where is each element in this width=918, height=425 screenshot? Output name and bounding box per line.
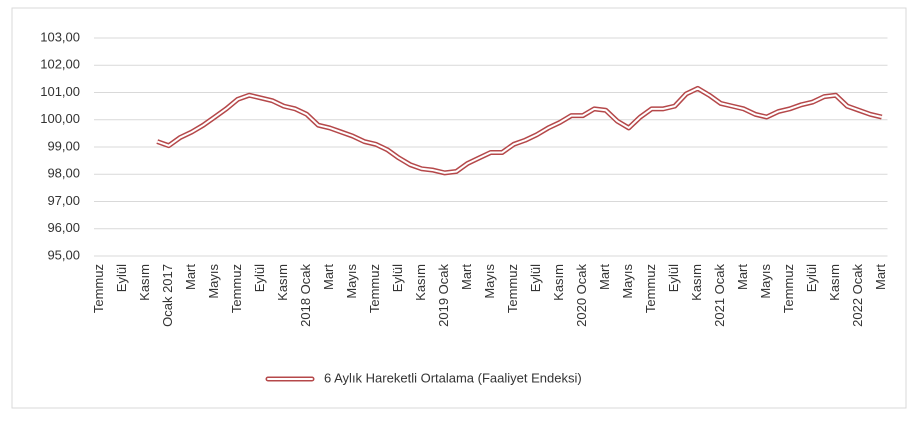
y-tick-label: 97,00 (47, 193, 80, 208)
x-tick-label: Temmuz (91, 264, 106, 313)
x-tick-label: Temmuz (781, 264, 796, 313)
x-tick-label: Mayıs (344, 264, 359, 299)
x-tick-label: Kasım (137, 264, 152, 301)
x-tick-label: 2020 Ocak (574, 264, 589, 327)
x-tick-label: Mayıs (206, 264, 221, 299)
y-tick-label: 99,00 (47, 138, 80, 153)
y-tick-label: 102,00 (40, 57, 80, 72)
x-tick-label: Eylül (252, 264, 267, 292)
y-tick-label: 100,00 (40, 111, 80, 126)
x-tick-label: Eylül (390, 264, 405, 292)
x-tick-label: Temmuz (643, 264, 658, 313)
x-tick-label: 2022 Ocak (850, 264, 865, 327)
line-series-core (156, 87, 882, 174)
x-tick-label: Kasım (689, 264, 704, 301)
x-tick-label: Mart (459, 264, 474, 290)
legend-label: 6 Aylık Hareketli Ortalama (Faaliyet End… (324, 370, 582, 385)
x-tick-label: Kasım (275, 264, 290, 301)
y-tick-label: 95,00 (47, 247, 80, 262)
x-tick-label: Kasım (413, 264, 428, 301)
x-tick-label: Ocak 2017 (160, 264, 175, 327)
y-tick-label: 96,00 (47, 220, 80, 235)
x-tick-label: Mayıs (758, 264, 773, 299)
x-tick-label: Mart (183, 264, 198, 290)
x-tick-label: Temmuz (229, 264, 244, 313)
y-tick-label: 103,00 (40, 29, 80, 44)
x-tick-label: Mart (873, 264, 888, 290)
x-tick-label: Kasım (827, 264, 842, 301)
x-tick-label: 2018 Ocak (298, 264, 313, 327)
y-tick-label: 101,00 (40, 84, 80, 99)
x-tick-label: Eylül (528, 264, 543, 292)
y-tick-label: 98,00 (47, 166, 80, 181)
x-tick-label: 2021 Ocak (712, 264, 727, 327)
x-tick-label: Mart (597, 264, 612, 290)
x-tick-label: Eylül (804, 264, 819, 292)
x-tick-label: Mayıs (482, 264, 497, 299)
x-tick-label: Eylül (666, 264, 681, 292)
chart-frame (11, 7, 907, 409)
x-tick-label: Mayıs (620, 264, 635, 299)
x-tick-label: Mart (735, 264, 750, 290)
x-tick-label: Temmuz (505, 264, 520, 313)
x-tick-label: Eylül (114, 264, 129, 292)
x-tick-label: Mart (321, 264, 336, 290)
x-tick-label: 2019 Ocak (436, 264, 451, 327)
x-tick-label: Temmuz (367, 264, 382, 313)
x-tick-label: Kasım (551, 264, 566, 301)
